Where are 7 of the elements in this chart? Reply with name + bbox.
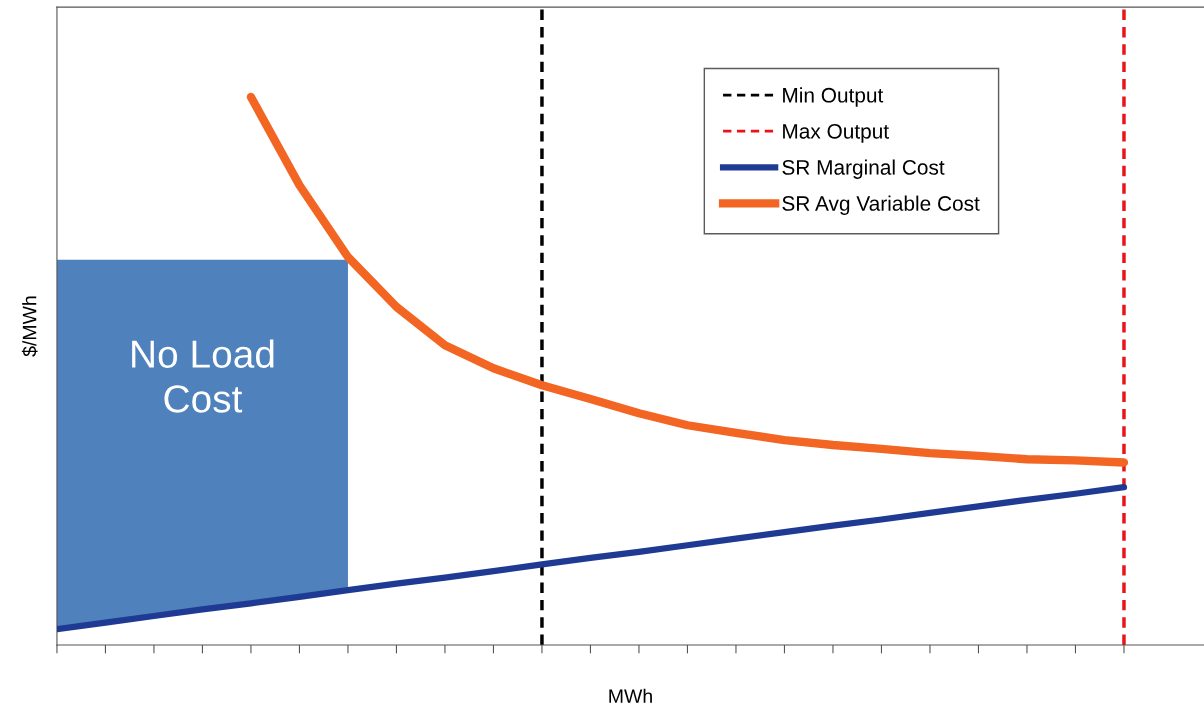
annotation: No Load Cost bbox=[132, 339, 274, 413]
legend-label: SR Marginal Cost bbox=[782, 159, 945, 179]
legend-label: SR Avg Variable Cost bbox=[782, 195, 980, 215]
text: Max Output bbox=[783, 123, 889, 143]
text: Min Output bbox=[783, 87, 884, 107]
y-axis-title: $/MWh bbox=[21, 296, 38, 357]
x-axis-title: MWh bbox=[609, 688, 652, 703]
